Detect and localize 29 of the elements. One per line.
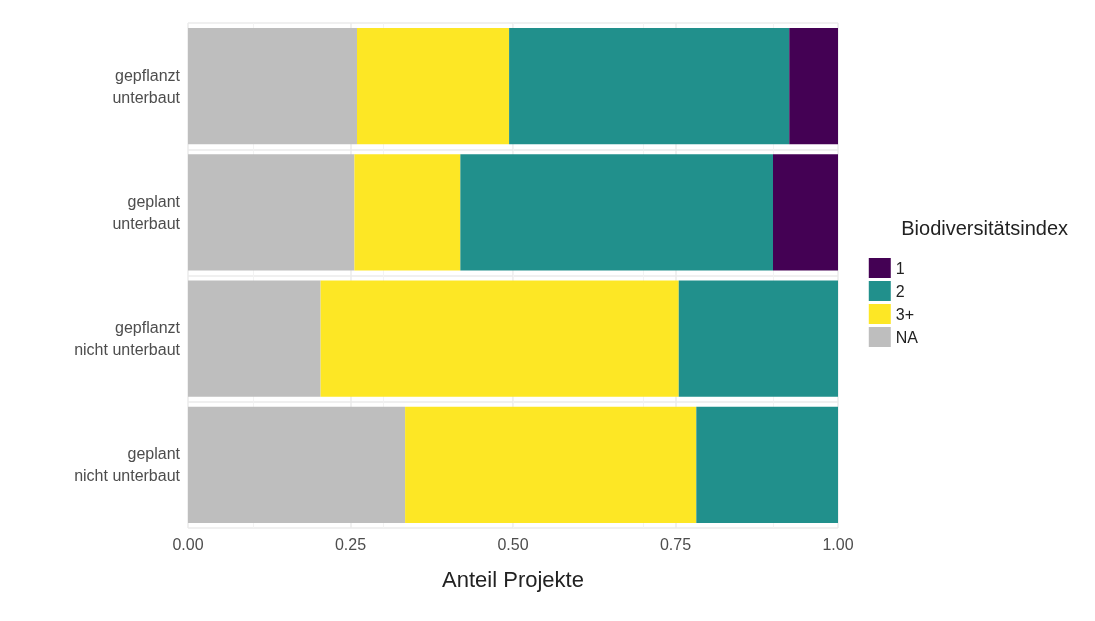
y-tick-label: geplant unterbaut — [112, 192, 181, 232]
y-tick-label: geplant nicht unterbaut — [74, 445, 181, 485]
legend-label: 2 — [895, 282, 905, 300]
bar — [696, 406, 838, 523]
legend-label: 1 — [895, 259, 905, 277]
legend-label: 3+ — [895, 305, 915, 323]
bar — [320, 280, 679, 397]
x-tick-label: 0.50 — [497, 535, 529, 553]
bar — [789, 28, 838, 145]
x-tick-label: 0.00 — [172, 535, 204, 553]
bar — [773, 154, 838, 271]
x-tick-label: 1.00 — [822, 535, 854, 553]
bar — [354, 154, 461, 271]
bar — [188, 154, 355, 271]
bar — [188, 280, 321, 397]
x-tick-label: 0.25 — [334, 535, 367, 553]
x-tick-label: 0.75 — [659, 535, 692, 553]
bar — [509, 28, 790, 145]
x-axis-title: Anteil Projekte — [442, 566, 584, 592]
y-tick-label: gepflanzt unterbaut — [112, 66, 181, 106]
legend-label: NA — [895, 328, 919, 346]
legend-title: Biodiversitätsindex — [901, 217, 1068, 239]
bar — [188, 406, 406, 523]
bar — [678, 280, 838, 397]
y-tick-label: gepflanzt nicht unterbaut — [74, 319, 181, 359]
bar — [405, 406, 697, 523]
bar — [460, 154, 773, 271]
bar — [357, 28, 510, 145]
bar — [188, 28, 357, 145]
